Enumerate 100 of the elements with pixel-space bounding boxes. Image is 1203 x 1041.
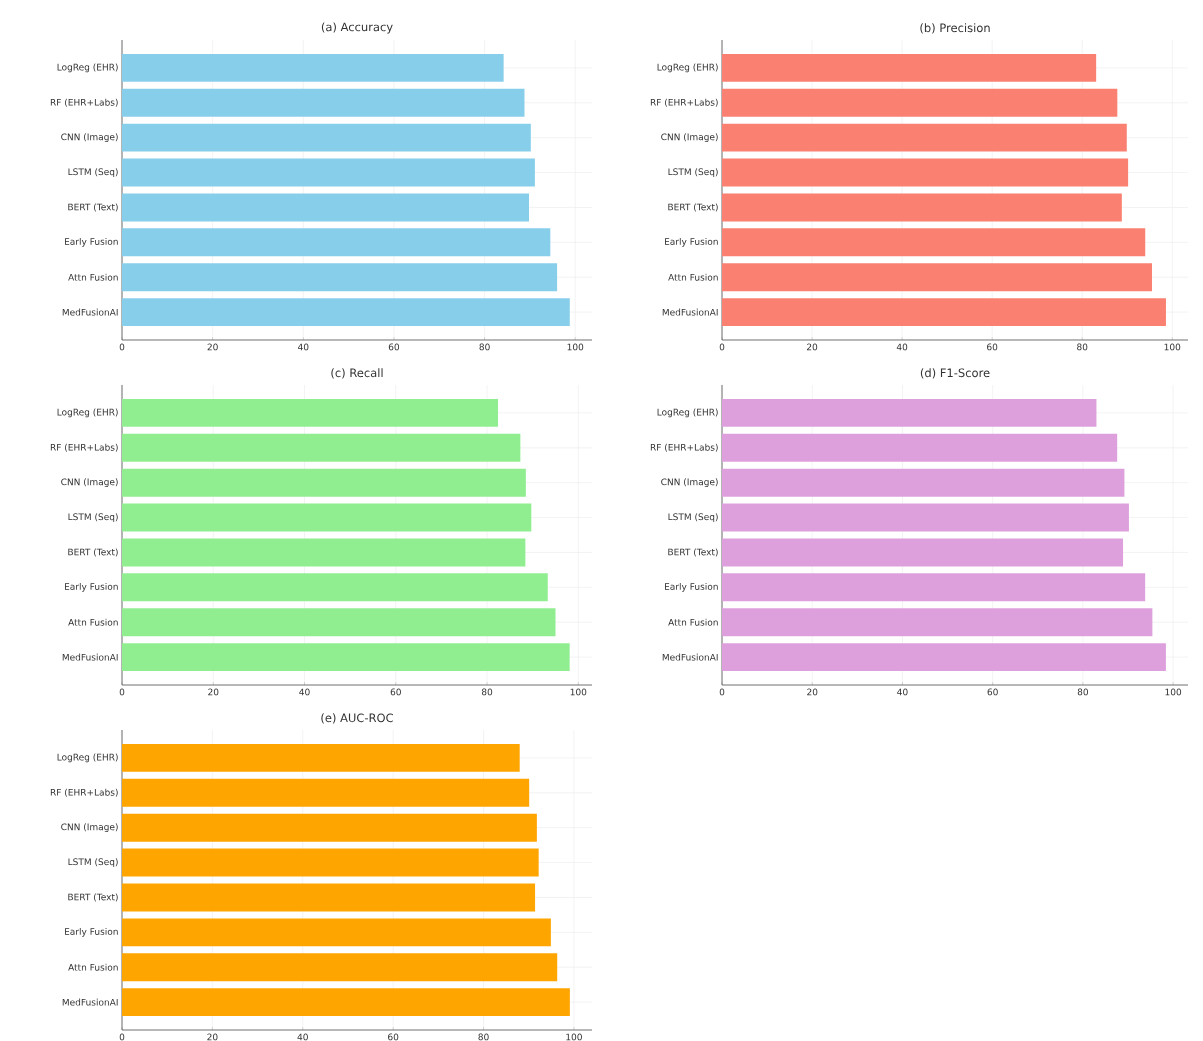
y-tick-label: LogReg (EHR)	[657, 63, 718, 73]
x-tick-label: 20	[807, 688, 818, 696]
bar	[122, 608, 556, 637]
chart-title: (d) F1-Score	[920, 368, 990, 379]
bar	[722, 538, 1124, 567]
bar	[122, 193, 529, 222]
y-tick-label: Attn Fusion	[68, 963, 118, 971]
bar	[122, 813, 537, 842]
bar	[122, 88, 525, 117]
y-tick-label: Early Fusion	[64, 582, 118, 592]
y-tick-label: BERT (Text)	[68, 548, 118, 557]
y-tick-label: CNN (Image)	[61, 478, 118, 488]
bar	[722, 503, 1129, 532]
bar	[722, 298, 1166, 327]
bar	[122, 123, 531, 152]
y-tick-label: MedFusionAI	[62, 653, 118, 661]
y-tick-label: CNN (Image)	[661, 478, 718, 488]
bar	[122, 468, 526, 497]
y-tick-label: LSTM (Seq)	[68, 513, 118, 522]
y-tick-label: RF (EHR+Labs)	[650, 98, 718, 107]
bar	[122, 433, 521, 462]
bar	[122, 158, 535, 187]
x-tick-label: 40	[297, 1033, 308, 1041]
bar	[722, 468, 1125, 497]
bar	[122, 643, 570, 672]
bar	[722, 158, 1129, 187]
x-tick-label: 40	[897, 688, 908, 696]
y-tick-label: Attn Fusion	[668, 273, 718, 281]
bar	[122, 883, 536, 912]
bar	[122, 538, 526, 567]
bar	[722, 433, 1118, 462]
y-tick-label: LSTM (Seq)	[668, 168, 718, 177]
x-tick-label: 0	[119, 343, 125, 351]
y-tick-label: LSTM (Seq)	[68, 858, 118, 867]
y-tick-label: MedFusionAI	[62, 308, 118, 316]
y-tick-label: RF (EHR+Labs)	[50, 443, 118, 452]
y-tick-label: Attn Fusion	[68, 273, 118, 281]
y-tick-label: RF (EHR+Labs)	[650, 443, 718, 452]
y-tick-label: LSTM (Seq)	[68, 168, 118, 177]
y-tick-label: BERT (Text)	[668, 548, 718, 557]
bar	[122, 263, 558, 292]
x-tick-label: 20	[207, 1033, 218, 1041]
y-tick-label: Attn Fusion	[68, 618, 118, 626]
x-tick-label: 0	[719, 688, 725, 696]
bar	[122, 778, 530, 807]
x-tick-label: 60	[388, 1033, 399, 1041]
bar	[722, 643, 1166, 672]
y-tick-label: CNN (Image)	[661, 133, 718, 143]
bar	[122, 848, 539, 877]
y-tick-label: RF (EHR+Labs)	[50, 98, 118, 107]
x-tick-label: 40	[299, 688, 310, 696]
x-tick-label: 60	[987, 343, 998, 351]
x-tick-label: 20	[806, 343, 818, 351]
chart-title: (b) Precision	[920, 23, 990, 34]
y-tick-label: MedFusionAI	[662, 653, 718, 661]
x-tick-label: 60	[388, 343, 400, 351]
bar	[722, 263, 1152, 292]
bar	[722, 398, 1097, 427]
y-tick-label: MedFusionAI	[62, 998, 118, 1006]
y-tick-label: Early Fusion	[665, 237, 718, 247]
y-tick-label: Early Fusion	[665, 582, 718, 592]
x-tick-label: 0	[719, 343, 725, 351]
y-tick-label: LogReg (EHR)	[657, 408, 718, 418]
bar	[722, 193, 1122, 222]
y-tick-label: LSTM (Seq)	[668, 513, 718, 522]
bar	[122, 398, 498, 427]
y-tick-label: CNN (Image)	[61, 823, 118, 833]
bar	[122, 953, 558, 982]
x-tick-label: 100	[566, 1033, 582, 1041]
y-tick-label: CNN (Image)	[61, 133, 118, 143]
x-tick-label: 40	[896, 343, 908, 351]
bar	[122, 988, 570, 1017]
bar	[122, 503, 532, 532]
y-tick-label: BERT (Text)	[68, 893, 118, 902]
bar	[722, 608, 1153, 637]
x-tick-label: 100	[570, 688, 587, 696]
x-tick-label: 20	[208, 688, 219, 696]
x-tick-label: 60	[987, 688, 998, 696]
bar	[722, 123, 1127, 152]
y-tick-label: BERT (Text)	[68, 203, 118, 212]
bar	[722, 228, 1146, 257]
chart-title: (a) Accuracy	[321, 22, 393, 34]
bar	[122, 53, 504, 82]
y-tick-label: RF (EHR+Labs)	[50, 788, 118, 797]
x-tick-label: 100	[1165, 688, 1182, 696]
bar	[122, 573, 548, 602]
y-tick-label: LogReg (EHR)	[57, 408, 118, 418]
bar	[122, 918, 551, 947]
x-tick-label: 0	[119, 688, 125, 696]
x-tick-label: 80	[1077, 343, 1088, 351]
bar	[722, 88, 1118, 117]
y-tick-label: LogReg (EHR)	[57, 753, 118, 763]
y-tick-label: LogReg (EHR)	[57, 63, 118, 73]
chart-title: (c) Recall	[331, 368, 383, 379]
y-tick-label: Early Fusion	[64, 927, 118, 937]
x-tick-label: 80	[481, 688, 493, 696]
bar	[722, 573, 1146, 602]
bar	[122, 743, 520, 772]
x-tick-label: 100	[567, 343, 584, 351]
x-tick-label: 100	[1164, 343, 1181, 351]
